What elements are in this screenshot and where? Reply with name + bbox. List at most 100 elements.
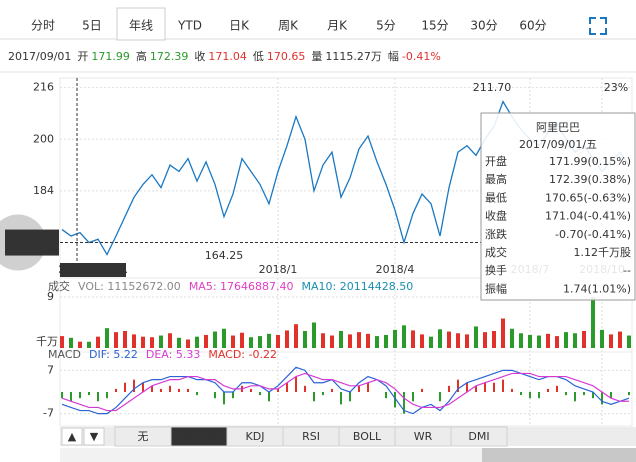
volume-bar xyxy=(546,333,550,348)
macd-bar xyxy=(340,392,342,405)
volume-bar xyxy=(60,336,64,348)
macd-bar xyxy=(97,392,99,402)
volume-bar xyxy=(267,333,271,348)
volume-bar xyxy=(618,331,622,348)
nav-button[interactable] xyxy=(61,427,83,446)
legend-item: 成交 xyxy=(48,279,70,293)
tab[interactable]: 日K xyxy=(229,19,250,33)
legend-item: MACD: -0.22 xyxy=(208,348,277,361)
volume-bar xyxy=(591,297,595,348)
macd-bar xyxy=(439,392,441,402)
y-tick-label: 7 xyxy=(47,363,54,376)
macd-bar xyxy=(385,392,387,399)
volume-bar xyxy=(114,332,118,348)
tab[interactable]: 周K xyxy=(278,19,299,33)
volume-bar xyxy=(204,334,208,348)
tab[interactable]: YTD xyxy=(177,19,202,33)
tab[interactable]: 年线 xyxy=(129,19,153,33)
macd-bar xyxy=(574,392,576,402)
macd-bar xyxy=(304,385,306,392)
info-label: 高 xyxy=(136,49,147,63)
legend-item: MA5: 17646887.40 xyxy=(189,280,294,293)
tooltip-label: 最低 xyxy=(485,191,507,204)
y-tick-label: 9 xyxy=(47,290,54,303)
volume-bar xyxy=(510,328,514,348)
macd-bar xyxy=(214,392,216,399)
macd-bar xyxy=(529,392,531,399)
volume-bar xyxy=(555,336,559,348)
volume-bar xyxy=(564,332,568,348)
indicator-tab-label: KDJ xyxy=(246,430,265,443)
macd-bar xyxy=(196,392,198,396)
info-value: 171.04 xyxy=(208,50,247,63)
volume-bar xyxy=(420,334,424,348)
tab[interactable]: 30分 xyxy=(470,19,497,33)
tooltip-label: 最高 xyxy=(485,172,507,186)
tab[interactable]: 5分 xyxy=(376,19,396,33)
macd-bar xyxy=(601,392,603,405)
volume-bar xyxy=(456,333,460,348)
info-value: 170.65 xyxy=(267,50,306,63)
volume-bar xyxy=(537,335,541,348)
macd-bar xyxy=(628,392,630,396)
macd-bar xyxy=(349,392,351,402)
tooltip-title: 阿里巴巴 xyxy=(536,121,580,134)
macd-bar xyxy=(448,385,450,392)
macd-bar xyxy=(223,392,225,405)
macd-bar xyxy=(142,382,144,392)
volume-bar xyxy=(312,322,316,348)
info-label: 收 xyxy=(194,49,205,63)
volume-bar xyxy=(627,335,631,348)
tab[interactable]: 60分 xyxy=(519,19,546,33)
volume-bar xyxy=(465,334,469,348)
volume-bar xyxy=(393,329,397,348)
macd-bar xyxy=(493,382,495,392)
tab[interactable]: 15分 xyxy=(421,19,448,33)
macd-bar xyxy=(394,392,396,408)
nav-button[interactable] xyxy=(83,427,105,446)
volume-bar xyxy=(150,337,154,348)
macd-bar xyxy=(133,379,135,392)
macd-bar xyxy=(520,392,522,396)
macd-bar xyxy=(457,379,459,392)
indicator-tab-label: BOLL xyxy=(353,430,382,443)
volume-bar xyxy=(231,335,235,348)
tooltip-value: 171.99(0.15%) xyxy=(549,155,631,168)
cursor-change: -4.46% xyxy=(18,243,57,256)
indicator-tab-label: MACD xyxy=(183,430,216,443)
macd-bar xyxy=(286,382,288,392)
macd-bar xyxy=(475,385,477,392)
legend-item: MA10: 20114428.50 xyxy=(302,280,414,293)
volume-bar xyxy=(582,331,586,348)
info-line: 2017/09/01 开 171.99 高 172.39 收 171.04 低 170.65 量 1… xyxy=(8,49,441,63)
panel-legend: 成交 VOL: 11152672.00 MA5: 17646887.40 MA10: … xyxy=(48,279,413,293)
macd-bar xyxy=(295,376,297,392)
cursor-price: 167.96 xyxy=(19,230,58,243)
volume-bar xyxy=(258,336,262,348)
macd-line xyxy=(61,372,629,412)
tooltip-label: 开盘 xyxy=(485,154,507,168)
tab[interactable]: 月K xyxy=(327,19,348,33)
tab[interactable]: 5日 xyxy=(82,19,102,33)
scrollbar-thumb[interactable] xyxy=(482,448,636,462)
tab[interactable]: 分时 xyxy=(31,19,55,33)
volume-bar xyxy=(186,339,190,348)
indicator-tab-label: WR xyxy=(414,430,433,443)
expand-icon[interactable] xyxy=(589,17,607,35)
info-value: 171.99 xyxy=(91,50,130,63)
tooltip-value: 171.04(-0.41%) xyxy=(545,210,631,223)
volume-bar xyxy=(222,328,226,348)
indicator-tab-label: 无 xyxy=(138,430,149,443)
volume-bar xyxy=(492,331,496,348)
right-pct: 23% xyxy=(604,81,628,94)
volume-bar xyxy=(168,333,172,348)
volume-bar xyxy=(501,318,505,348)
indicator-tab[interactable] xyxy=(450,426,508,447)
indicator-tab-label: DMI xyxy=(468,430,489,443)
macd-bar xyxy=(538,392,540,399)
volume-bar xyxy=(573,333,577,348)
macd-bar xyxy=(466,382,468,392)
volume-bar xyxy=(123,331,127,348)
macd-bar xyxy=(151,385,153,392)
